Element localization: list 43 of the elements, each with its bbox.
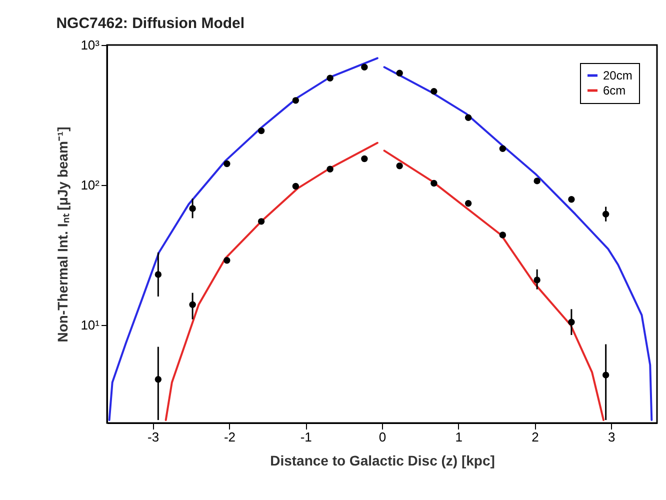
x-tick-label: -1 [300,430,312,444]
point [292,97,300,104]
point [430,88,438,95]
y-axis-title: Non-Thermal Int. Iₙₜ [μJy beam⁻¹] [54,126,71,342]
point [258,218,265,225]
point [154,376,162,383]
point [154,271,162,278]
point [534,178,540,184]
point [602,372,610,378]
y-tick-label: 10³ [80,38,100,52]
point [568,196,575,203]
point [189,301,196,308]
x-tick-label: -2 [224,430,236,444]
legend-label: 6cm [603,84,626,98]
point [258,127,265,134]
point [602,210,610,218]
point [224,257,230,264]
point [361,155,368,162]
point [396,162,403,170]
x-tick-label: 0 [378,430,386,444]
x-tick-label: 1 [455,430,463,444]
point [534,276,540,284]
point [361,64,368,70]
point [499,232,506,238]
y-tick-label: 10² [80,178,100,193]
x-axis-title: Distance to Galactic Disc (z) [kpc] [270,452,495,468]
point [189,205,196,212]
legend-label: 20cm [603,68,632,82]
point [464,114,472,121]
x-tick-label: 3 [608,430,616,444]
x-tick-label: -3 [148,430,160,444]
point [326,166,334,172]
chart-title: NGC7462: Diffusion Model [56,15,245,32]
point [326,74,334,82]
point [568,318,575,326]
x-tick-label: 2 [532,430,539,444]
point [292,182,300,190]
point [396,70,403,76]
point [430,180,438,187]
point [499,145,506,152]
point [224,160,230,168]
point [464,200,472,207]
y-tick-label: 10¹ [80,318,100,333]
